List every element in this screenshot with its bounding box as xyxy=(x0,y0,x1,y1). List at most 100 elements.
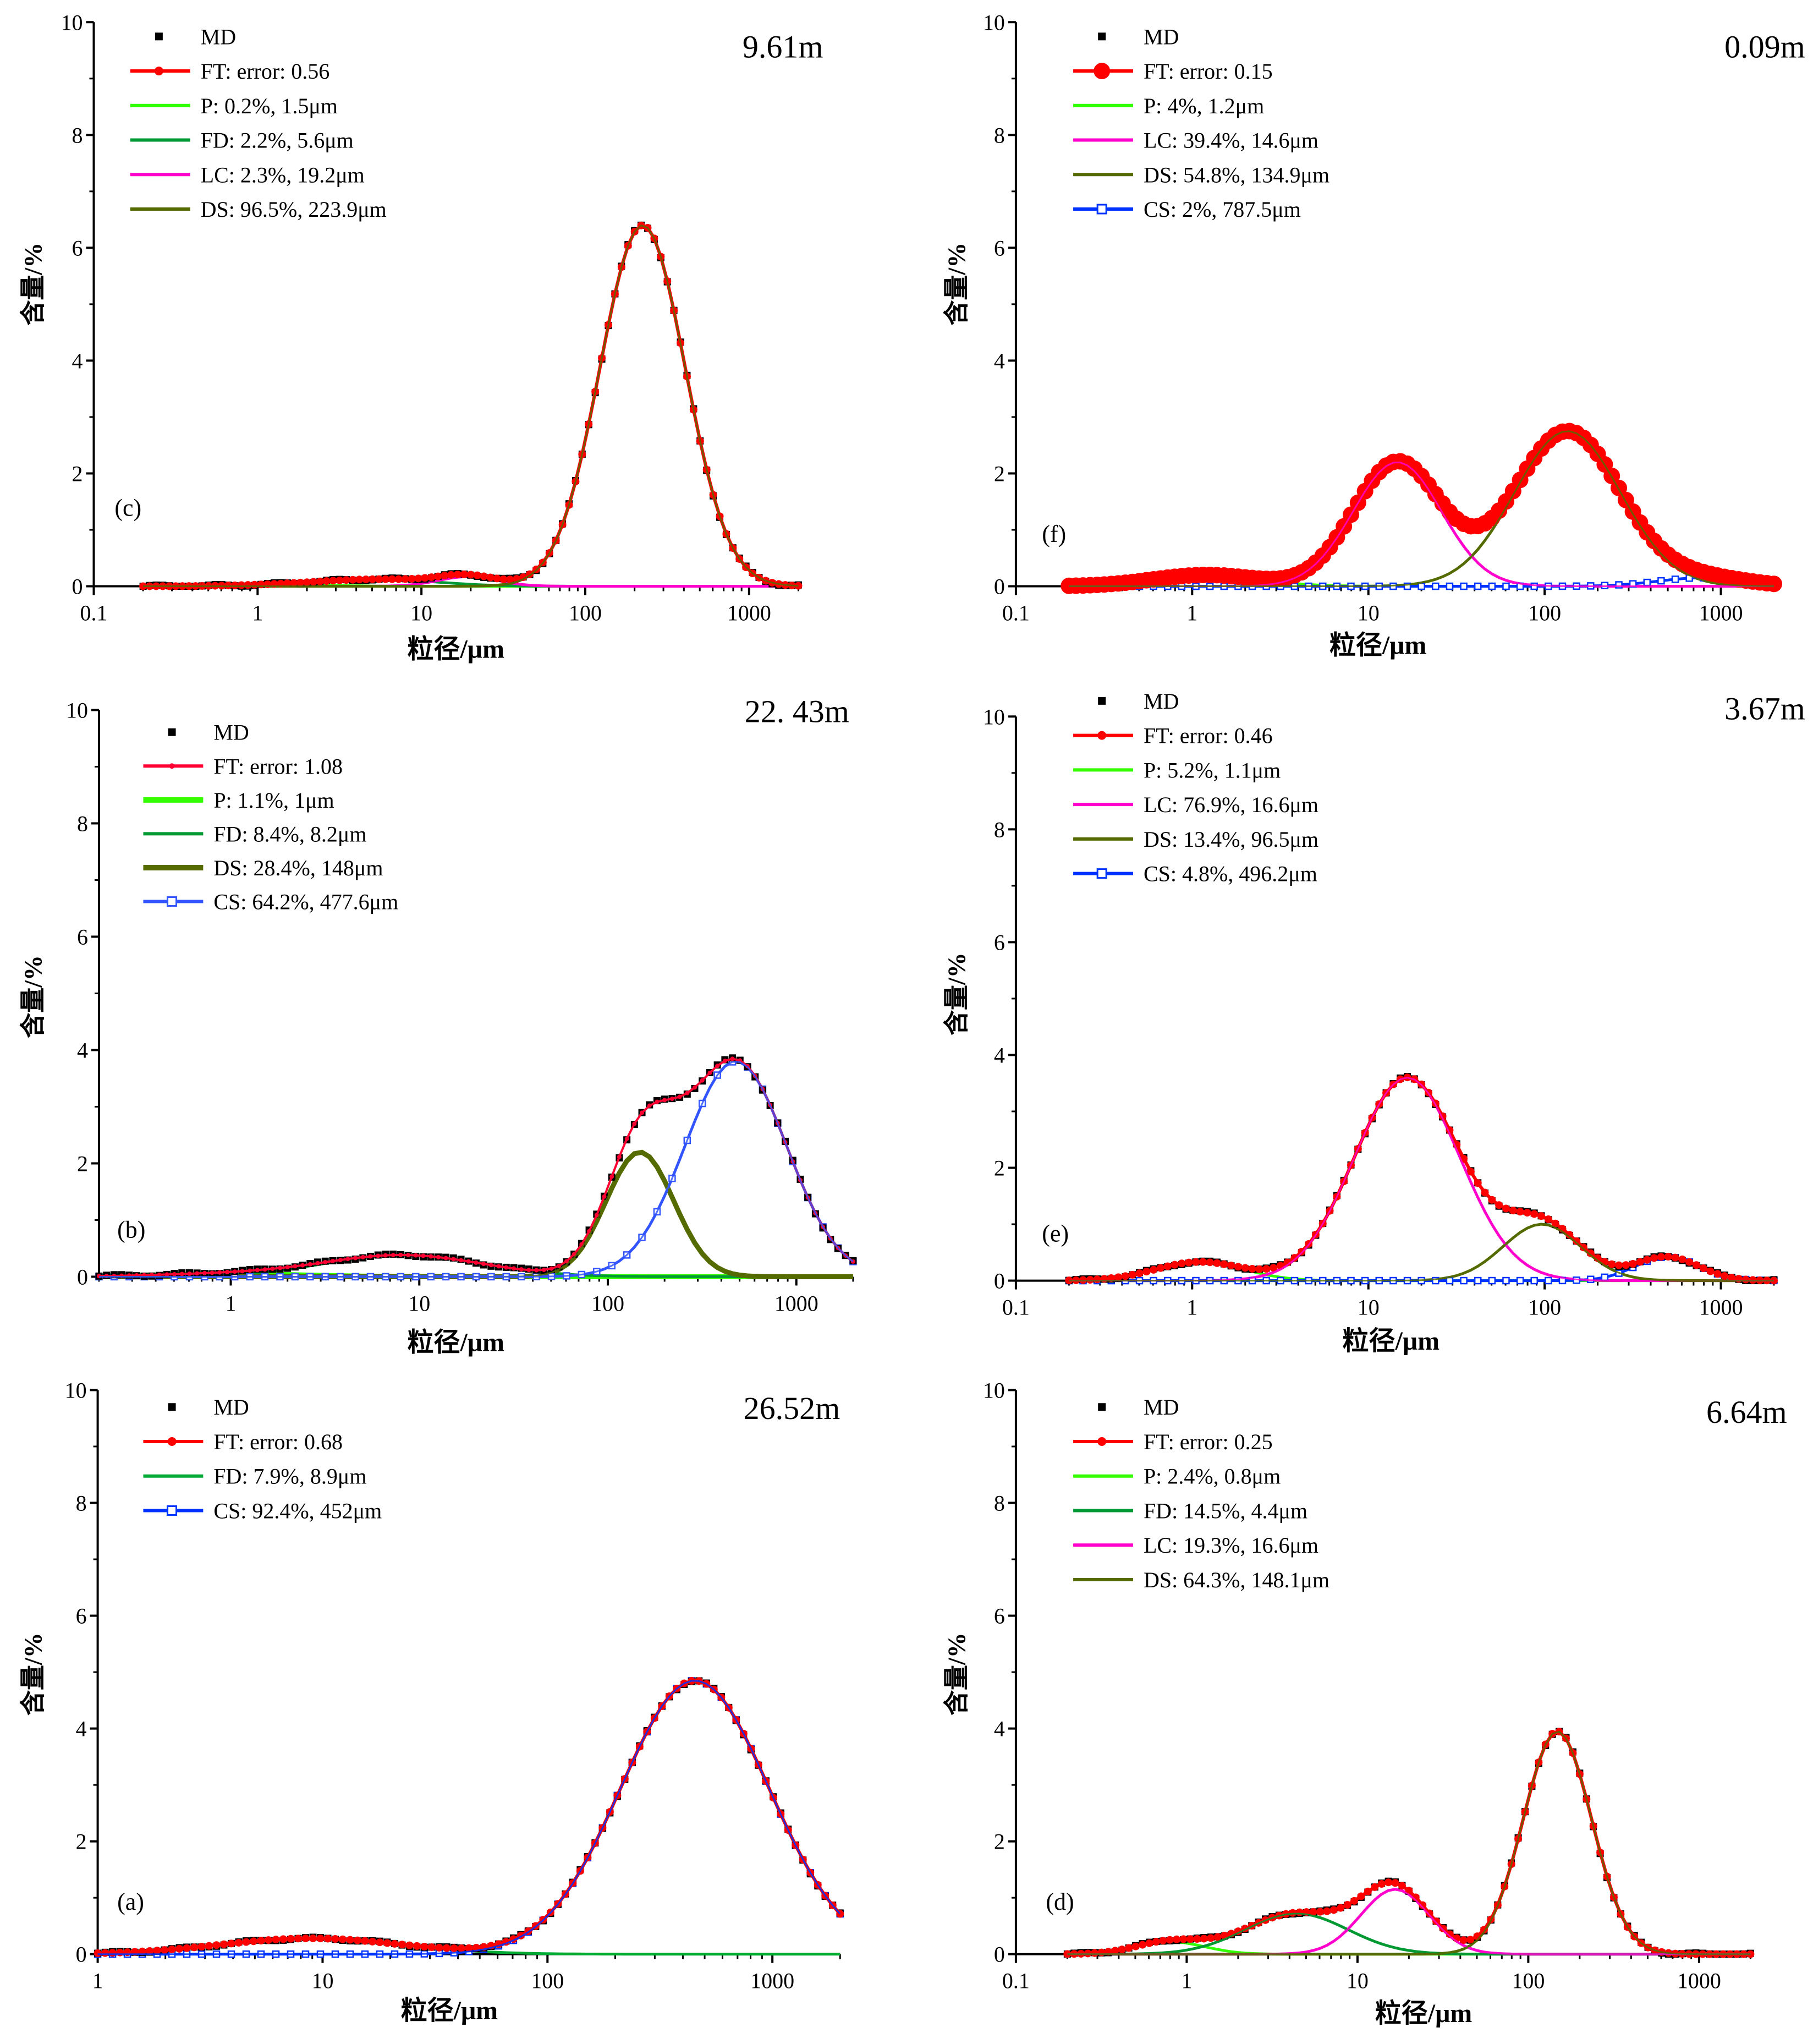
y-tick-label: 10 xyxy=(66,698,88,722)
legend-label: MD xyxy=(1144,24,1179,49)
series-cs-line xyxy=(99,1060,854,1278)
ft-marker xyxy=(237,581,245,589)
ft-marker xyxy=(420,1943,428,1951)
legend-item-ft: FT: error: 0.68 xyxy=(143,1429,343,1454)
y-axis-label: 含量/% xyxy=(942,243,970,326)
cs-marker xyxy=(1446,1276,1454,1285)
axes: 0 2 4 6 8 10 0.1 1 10 100 1000 xyxy=(61,10,799,626)
ft-marker xyxy=(1530,1210,1539,1218)
x-tick-label: 1 xyxy=(1181,1969,1192,1993)
ft-marker xyxy=(262,1267,267,1272)
ft-marker xyxy=(1728,1274,1736,1282)
y-tick-label: 0 xyxy=(77,1264,88,1289)
ft-marker xyxy=(1241,1264,1249,1272)
ft-marker xyxy=(316,577,324,585)
ft-marker xyxy=(296,578,305,587)
legend-label: DS: 13.4%, 96.5μm xyxy=(1144,827,1318,852)
ft-marker xyxy=(316,1935,325,1943)
ft-marker xyxy=(421,1253,426,1258)
y-tick-label: 4 xyxy=(76,1717,87,1741)
y-tick-label: 8 xyxy=(77,811,88,836)
ft-marker xyxy=(1377,1880,1386,1888)
legend-marker-square-icon xyxy=(1098,1403,1106,1411)
ft-marker xyxy=(362,575,370,583)
ft-marker xyxy=(1100,1275,1108,1283)
ft-marker xyxy=(493,574,501,583)
y-axis-label: 含量/% xyxy=(19,1632,47,1716)
ft-marker xyxy=(534,1268,539,1273)
ft-marker xyxy=(307,1262,312,1267)
series-lc-line xyxy=(1069,1076,1774,1283)
y-tick-label: 8 xyxy=(72,123,83,147)
ft-marker xyxy=(101,1949,109,1957)
legend-label: P: 1.1%, 1μm xyxy=(213,788,334,813)
ft-marker xyxy=(488,1263,493,1268)
ft-marker xyxy=(1152,1938,1160,1946)
legend-marker-square-icon xyxy=(168,728,176,736)
series-md-points xyxy=(139,221,802,590)
ft-marker xyxy=(1671,1253,1679,1262)
cs-marker xyxy=(1516,1276,1524,1285)
ft-marker xyxy=(338,1258,343,1263)
y-tick-label: 2 xyxy=(994,1156,1005,1181)
ft-marker xyxy=(1657,1253,1665,1261)
series-ft xyxy=(96,1056,855,1279)
legend-item-ds: DS: 28.4%, 148μm xyxy=(143,856,383,880)
legend-label: LC: 2.3%, 19.2μm xyxy=(201,162,365,187)
ft-marker xyxy=(279,1935,287,1943)
ft-marker xyxy=(457,1944,465,1953)
ft-marker xyxy=(594,1213,599,1218)
legend-item-md: MD xyxy=(1098,689,1179,714)
ft-marker xyxy=(1270,1264,1278,1272)
ft-marker xyxy=(481,1262,486,1267)
ft-marker xyxy=(1178,1259,1186,1268)
ft-marker xyxy=(168,1946,176,1954)
legend-label: LC: 39.4%, 14.6μm xyxy=(1144,128,1318,153)
ft-marker xyxy=(1135,1269,1144,1278)
x-tick-label: 100 xyxy=(1528,601,1561,626)
ft-marker xyxy=(250,580,259,589)
series-group xyxy=(95,1058,857,1281)
ft-marker xyxy=(715,1064,720,1068)
ft-marker xyxy=(1309,1908,1317,1916)
y-tick-label: 8 xyxy=(76,1491,87,1516)
cs-marker xyxy=(1502,1276,1510,1285)
x-tick-label: 0.1 xyxy=(1002,601,1030,626)
ft-marker xyxy=(434,572,442,580)
y-axis-label: 含量/% xyxy=(19,955,47,1038)
ft-marker xyxy=(451,1257,456,1262)
x-axis-label: 粒径/μm xyxy=(407,635,504,664)
ft-marker xyxy=(1114,1273,1123,1281)
legend-item-md: MD xyxy=(155,24,236,49)
ft-marker xyxy=(1199,1258,1207,1266)
series-md-points xyxy=(95,1054,857,1280)
ft-marker xyxy=(272,1936,280,1944)
ft-marker xyxy=(693,1085,697,1090)
ft-marker xyxy=(1343,1901,1351,1909)
legend-item-fd: FD: 14.5%, 4.4μm xyxy=(1073,1498,1307,1523)
ft-marker xyxy=(1179,1935,1188,1943)
legend-label: FT: error: 1.08 xyxy=(213,754,343,779)
series-ft xyxy=(1065,1073,1778,1285)
y-tick-label: 10 xyxy=(65,1378,87,1402)
ft-marker xyxy=(172,1272,177,1276)
series-md-points xyxy=(94,1677,844,1957)
ft-marker xyxy=(1446,1930,1454,1938)
legend-marker-dot-icon xyxy=(1097,731,1107,740)
x-axis-label: 粒径/μm xyxy=(1329,631,1427,660)
ft-marker xyxy=(1502,1204,1510,1213)
ft-marker xyxy=(406,1253,411,1258)
ft-marker xyxy=(1565,1231,1574,1239)
ft-marker xyxy=(722,1059,727,1064)
ft-marker xyxy=(1425,1909,1433,1917)
ft-marker xyxy=(1121,1272,1129,1280)
cs-marker xyxy=(1502,582,1510,590)
cs-marker xyxy=(1545,1276,1552,1285)
ft-marker xyxy=(331,1935,339,1943)
y-tick-label: 8 xyxy=(994,817,1005,842)
legend-marker-dot-icon xyxy=(154,67,163,76)
legend-item-p: P: 2.4%, 0.8μm xyxy=(1073,1464,1281,1489)
ft-marker xyxy=(212,1941,221,1949)
x-tick-label: 0.1 xyxy=(1002,1969,1030,1993)
ft-marker xyxy=(1622,1261,1630,1269)
